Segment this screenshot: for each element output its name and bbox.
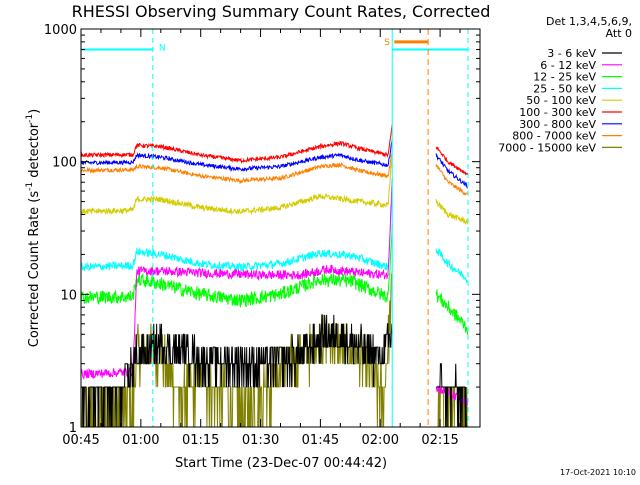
y-tick-label-0: 1 xyxy=(69,421,77,436)
series-line-50-100-kev-seg2 xyxy=(435,199,469,225)
series-line-800-7000-kev-seg2 xyxy=(435,164,469,196)
detectors-line-1: Det 1,3,4,5,6,9, xyxy=(546,15,632,28)
y-axis-label-part: Corrected Count Rate (s xyxy=(27,191,42,348)
series-line-300-800-kev-seg1 xyxy=(80,139,393,173)
x-tick-label-6: 02:15 xyxy=(421,433,458,448)
legend-label-6: 300 - 800 keV xyxy=(519,118,596,131)
y-tick-label-3: 1000 xyxy=(44,23,77,38)
legend-label-0: 3 - 6 keV xyxy=(547,47,596,60)
series-line-3-6-kev-seg2 xyxy=(436,363,468,428)
chart-title: RHESSI Observing Summary Count Rates, Co… xyxy=(72,2,491,21)
x-tick-label-2: 01:15 xyxy=(182,433,219,448)
series-line-50-100-kev-seg1 xyxy=(80,153,393,216)
series-line-800-7000-kev-seg1 xyxy=(80,151,393,185)
y-axis-label-part: ) xyxy=(27,109,42,114)
detectors-line-2: Att 0 xyxy=(606,27,632,40)
legend-label-5: 100 - 300 keV xyxy=(519,106,596,119)
legend-label-2: 12 - 25 keV xyxy=(533,71,596,84)
series-line-100-300-kev-seg2 xyxy=(435,146,469,176)
series-line-12-25-kev-seg1 xyxy=(80,224,393,308)
legend-label-4: 50 - 100 keV xyxy=(526,94,596,107)
y-tick-label-1: 10 xyxy=(60,288,77,303)
plot-area: N S 1 10 100 1000 00:45 01:00 01:15 01:30 01:45 02:… xyxy=(25,23,481,448)
legend-label-7: 800 - 7000 keV xyxy=(512,130,596,143)
x-tick-label-1: 01:00 xyxy=(122,433,159,448)
x-tick-label-5: 02:00 xyxy=(362,433,399,448)
x-tick-label-4: 01:45 xyxy=(302,433,339,448)
footer-timestamp: 17-Oct-2021 10:10 xyxy=(560,468,636,477)
saa-label: S xyxy=(384,38,390,48)
x-tick-label-3: 01:30 xyxy=(242,433,279,448)
legend-label-3: 25 - 50 keV xyxy=(533,82,596,95)
legend-label-8: 7000 - 15000 keV xyxy=(498,141,596,154)
series-line-12-25-kev-seg2 xyxy=(435,289,469,335)
legend-label-1: 6 - 12 keV xyxy=(540,59,596,72)
series-line-25-50-kev-seg2 xyxy=(435,248,468,285)
y-axis-label-part: detector xyxy=(27,122,42,182)
x-axis-label: Start Time (23-Dec-07 00:44:42) xyxy=(175,456,387,471)
y-axis-label: Corrected Count Rate (s-1 detector-1) xyxy=(25,109,42,347)
series-line-300-800-kev-seg2 xyxy=(435,153,468,189)
series-line-100-300-kev-seg1 xyxy=(80,124,393,165)
x-tick-label-0: 00:45 xyxy=(62,433,99,448)
y-axis-label-part: -1 xyxy=(25,114,35,123)
night-label: N xyxy=(159,44,166,54)
series-line-7000-15000-kev-seg2 xyxy=(436,386,468,428)
series-line-3-6-kev-seg1 xyxy=(81,314,393,428)
y-tick-label-2: 100 xyxy=(52,156,77,171)
y-axis-label-part: -1 xyxy=(25,182,35,191)
